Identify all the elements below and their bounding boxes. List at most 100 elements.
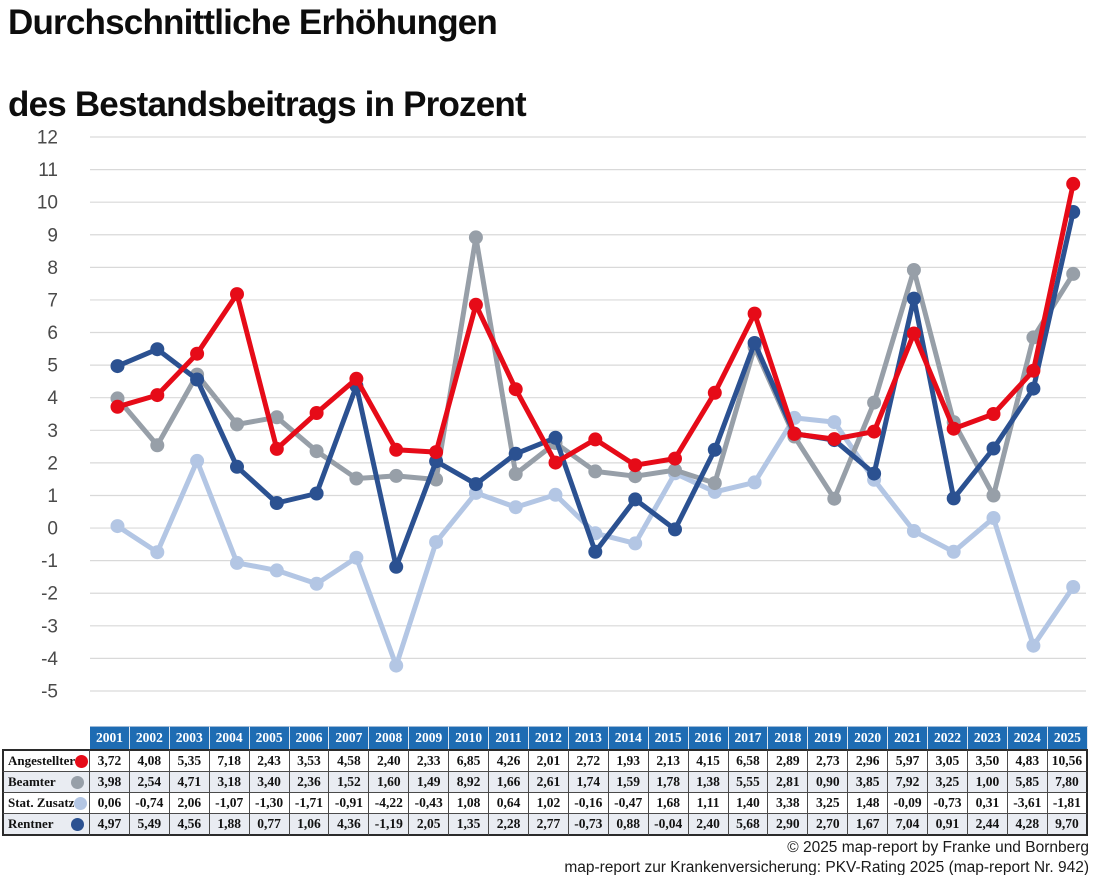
- data-point-marker: [468, 230, 483, 245]
- value-cell: 1,11: [688, 793, 729, 814]
- data-point-marker: [628, 536, 643, 551]
- data-point-marker: [906, 326, 921, 341]
- value-cell: 2,43: [249, 749, 290, 772]
- y-axis-tick-label: 7: [47, 290, 58, 311]
- year-header-cell: 2004: [209, 726, 250, 749]
- data-point-marker: [827, 415, 842, 430]
- table-row: Stat. Zusatz 0,06 -0,74 2,06 -1,07 -1,30 -1,71…: [2, 793, 1088, 814]
- data-point-marker: [230, 287, 244, 302]
- value-cell: 4,15: [688, 749, 729, 772]
- series-label-cell: Angestellter: [2, 749, 90, 772]
- data-point-marker: [269, 410, 284, 425]
- year-header-cell: 2017: [728, 726, 769, 749]
- data-point-marker: [628, 458, 643, 473]
- data-point-marker: [150, 438, 165, 453]
- value-cell: -1,07: [209, 793, 250, 814]
- data-point-marker: [946, 421, 961, 436]
- value-cell: 1,08: [449, 793, 490, 814]
- legend-dot-icon: [71, 817, 84, 831]
- value-cell: 1,49: [409, 772, 450, 793]
- value-cell: 3,38: [768, 793, 809, 814]
- table-row: Rentner 4,97 5,49 4,56 1,88 0,77 1,06 4,36 -1,19…: [2, 814, 1088, 836]
- value-cell: -0,91: [329, 793, 370, 814]
- data-point-marker: [827, 432, 842, 447]
- value-cell: 2,73: [808, 749, 849, 772]
- page-title-line2: des Bestandsbeitrags in Prozent: [8, 85, 527, 124]
- footer-copyright: © 2025 map-report by Franke und Bornberg: [787, 839, 1089, 856]
- value-cell: 2,89: [768, 749, 809, 772]
- value-cell: -1,19: [369, 814, 410, 836]
- value-cell: 3,25: [928, 772, 968, 793]
- series-stat-zusatz: [110, 410, 1081, 673]
- data-point-marker: [230, 555, 244, 570]
- data-point-marker: [668, 463, 682, 478]
- y-axis-tick-label: 0: [47, 519, 58, 540]
- year-header-cell: 2022: [928, 726, 968, 749]
- year-header-cell: 2024: [1007, 726, 1048, 749]
- legend-dot-icon: [75, 754, 89, 768]
- data-point-marker: [349, 371, 364, 386]
- data-point-marker: [1066, 580, 1081, 594]
- y-axis-tick-label: 1: [47, 486, 58, 507]
- y-axis-tick-label: 12: [37, 128, 58, 149]
- data-point-marker: [508, 467, 523, 481]
- year-header-cell: 2013: [568, 726, 609, 749]
- value-cell: 2,36: [289, 772, 330, 793]
- value-cell: 4,58: [329, 749, 370, 772]
- data-point-marker: [230, 459, 244, 474]
- year-header-cell: 2021: [888, 726, 929, 749]
- value-cell: 3,72: [90, 749, 130, 772]
- value-cell: 0,90: [808, 772, 849, 793]
- series-label-cell: Stat. Zusatz: [2, 793, 90, 814]
- data-point-marker: [190, 346, 205, 361]
- data-point-marker: [190, 372, 205, 387]
- year-header-cell: 2012: [528, 726, 569, 749]
- page-title: Durchschnittliche Erhöhungen des Bestand…: [8, 2, 527, 125]
- data-point-marker: [906, 263, 921, 277]
- data-point-marker: [269, 563, 284, 578]
- data-point-marker: [588, 464, 603, 479]
- data-point-marker: [1066, 266, 1081, 281]
- data-point-marker: [747, 336, 762, 350]
- data-point-marker: [867, 424, 882, 439]
- data-point-marker: [1026, 363, 1041, 378]
- year-header-cell: 2015: [648, 726, 689, 749]
- data-point-marker: [707, 442, 722, 457]
- table-header-row: 2001 2002 2003 2004 2005 2006 2007 2008 2009 2010…: [2, 726, 1088, 749]
- data-point-marker: [349, 471, 364, 486]
- data-point-marker: [628, 492, 643, 507]
- year-header-cell: 2003: [169, 726, 210, 749]
- table-row: Angestellter 3,72 4,08 5,35 7,18 2,43 3,53 4,58…: [2, 749, 1088, 772]
- value-cell: -0,47: [608, 793, 649, 814]
- value-cell: 1,93: [608, 749, 649, 772]
- data-point-marker: [508, 446, 523, 461]
- data-point-marker: [309, 576, 324, 591]
- value-cell: 5,35: [169, 749, 210, 772]
- data-point-marker: [986, 407, 1001, 421]
- value-cell: 1,40: [728, 793, 769, 814]
- value-cell: 3,40: [249, 772, 290, 793]
- data-point-marker: [867, 466, 882, 481]
- data-point-marker: [1026, 638, 1041, 653]
- value-cell: 2,81: [768, 772, 809, 793]
- y-axis-tick-label: 11: [38, 160, 58, 181]
- data-point-marker: [150, 545, 165, 560]
- data-point-marker: [508, 382, 523, 397]
- value-cell: -0,04: [648, 814, 689, 836]
- year-header-cell: 2011: [489, 726, 529, 749]
- series-label: Stat. Zusatz: [8, 795, 75, 810]
- value-cell: 7,18: [209, 749, 250, 772]
- value-cell: 2,05: [409, 814, 450, 836]
- value-cell: 4,83: [1007, 749, 1048, 772]
- data-point-marker: [1026, 381, 1041, 396]
- data-point-marker: [1066, 176, 1081, 191]
- value-cell: 4,36: [329, 814, 370, 836]
- data-point-marker: [110, 519, 125, 534]
- y-axis-tick-label: -2: [41, 584, 58, 605]
- value-cell: -0,09: [888, 793, 929, 814]
- y-axis-tick-label: -3: [41, 616, 58, 637]
- data-point-marker: [986, 488, 1001, 503]
- value-cell: 5,49: [129, 814, 170, 836]
